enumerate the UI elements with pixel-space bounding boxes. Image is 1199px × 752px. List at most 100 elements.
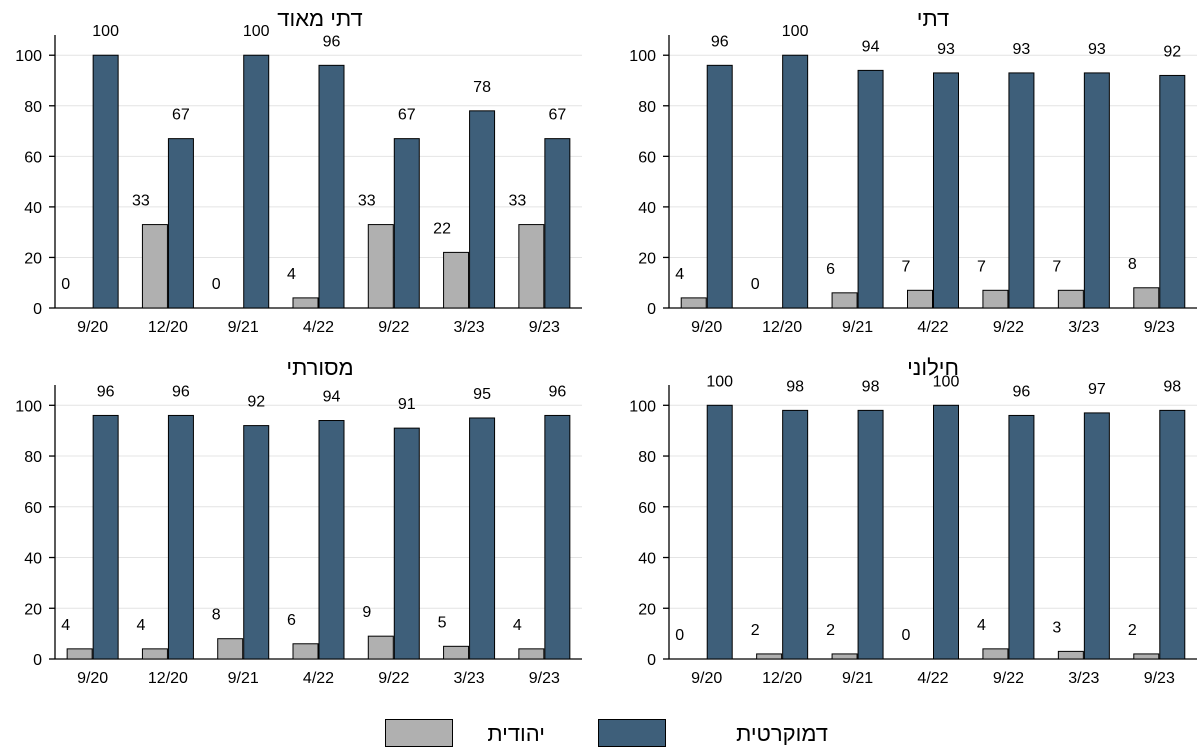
bar-jewish: [982, 648, 1009, 660]
bar-democratic: [92, 414, 119, 660]
data-label-jewish: 0: [212, 276, 221, 293]
bar-democratic: [1083, 412, 1110, 660]
data-label-jewish: 2: [826, 622, 835, 639]
legend-swatch-jewish: [385, 719, 453, 747]
bar-jewish: [367, 635, 394, 660]
data-label-jewish: 2: [1128, 622, 1137, 639]
x-tick-label: 12/20: [762, 670, 802, 687]
x-tick-label: 3/23: [1068, 319, 1099, 336]
data-label-democratic: 67: [172, 107, 190, 124]
y-tick-label: 60: [24, 500, 42, 517]
bar-jewish: [831, 653, 858, 660]
data-label-jewish: 6: [287, 612, 296, 629]
bar-democratic: [243, 425, 270, 660]
legend-label-democratic: דמוקרטית: [736, 721, 828, 746]
bar-jewish: [518, 224, 545, 309]
data-label-jewish: 33: [132, 193, 150, 210]
bar-jewish: [1133, 653, 1160, 660]
data-label-democratic: 92: [1163, 43, 1181, 60]
bar-jewish: [66, 648, 93, 660]
y-tick-label: 20: [638, 250, 656, 267]
data-label-democratic: 96: [548, 383, 566, 400]
x-tick-label: 3/23: [1068, 670, 1099, 687]
bar-democratic: [1008, 414, 1035, 660]
bar-jewish: [1057, 289, 1084, 309]
data-label-jewish: 0: [751, 276, 760, 293]
bar-jewish: [756, 653, 783, 660]
bar-democratic: [706, 64, 733, 309]
bar-democratic: [167, 138, 194, 309]
data-label-jewish: 7: [977, 258, 986, 275]
x-tick-label: 9/20: [691, 319, 722, 336]
bar-jewish: [292, 297, 319, 309]
bar-democratic: [782, 409, 809, 660]
data-label-democratic: 94: [323, 389, 341, 406]
y-tick-label: 40: [638, 551, 656, 568]
x-tick-label: 4/22: [917, 319, 948, 336]
bar-democratic: [469, 110, 496, 309]
data-label-democratic: 96: [711, 33, 729, 50]
data-label-jewish: 4: [61, 617, 70, 634]
chart-title: חילוני: [907, 355, 959, 380]
y-tick-label: 40: [24, 551, 42, 568]
y-tick-label: 100: [629, 48, 656, 65]
data-label-democratic: 98: [1163, 378, 1181, 395]
x-tick-label: 9/23: [529, 670, 560, 687]
x-tick-label: 12/20: [148, 319, 188, 336]
bar-democratic: [857, 409, 884, 660]
bar-democratic: [706, 404, 733, 660]
y-tick-label: 40: [24, 200, 42, 217]
y-tick-label: 80: [24, 99, 42, 116]
data-label-democratic: 93: [1088, 41, 1106, 58]
bar-democratic: [393, 427, 420, 660]
bar-jewish: [1057, 650, 1084, 660]
x-tick-label: 3/23: [454, 670, 485, 687]
bar-democratic: [933, 404, 959, 660]
data-label-democratic: 97: [1088, 381, 1106, 398]
legend: יהודית דמוקרטית: [0, 712, 1199, 752]
bar-jewish: [443, 645, 470, 660]
bar-jewish: [292, 643, 319, 660]
y-tick-label: 60: [638, 500, 656, 517]
data-label-democratic: 93: [1013, 41, 1031, 58]
y-tick-label: 60: [24, 149, 42, 166]
data-label-democratic: 100: [706, 373, 733, 390]
x-tick-label: 9/22: [993, 670, 1024, 687]
data-label-democratic: 98: [786, 378, 804, 395]
x-tick-label: 9/20: [691, 670, 722, 687]
legend-swatch-democratic: [598, 719, 666, 747]
y-tick-label: 20: [24, 601, 42, 618]
bar-democratic: [1159, 409, 1186, 660]
x-tick-label: 9/21: [228, 670, 259, 687]
bar-jewish: [141, 648, 168, 660]
y-tick-label: 0: [647, 301, 656, 318]
y-tick-label: 0: [647, 652, 656, 669]
data-label-jewish: 4: [287, 266, 296, 283]
x-tick-label: 9/22: [378, 319, 409, 336]
bar-democratic: [1083, 72, 1110, 309]
data-label-democratic: 100: [782, 23, 809, 40]
data-label-democratic: 92: [247, 394, 265, 411]
bar-democratic: [243, 54, 270, 309]
bar-jewish: [982, 289, 1009, 309]
bar-democratic: [92, 54, 119, 309]
bar-jewish: [141, 224, 168, 309]
data-label-democratic: 100: [92, 23, 119, 40]
legend-item-jewish: יהודית: [385, 719, 585, 749]
bar-jewish: [831, 292, 858, 309]
y-tick-label: 100: [15, 398, 42, 415]
data-label-jewish: 3: [1052, 619, 1061, 636]
x-tick-label: 9/22: [993, 319, 1024, 336]
chart-panel-3: 0204060801004969/2049612/208929/216944/2…: [15, 355, 582, 687]
data-label-jewish: 8: [1128, 256, 1137, 273]
bar-democratic: [469, 417, 496, 660]
data-label-democratic: 67: [398, 107, 416, 124]
data-label-jewish: 4: [136, 617, 145, 634]
data-label-democratic: 96: [323, 33, 341, 50]
bar-democratic: [782, 54, 809, 309]
bar-jewish: [1133, 287, 1160, 309]
legend-item-democratic: דמוקרטית: [598, 719, 828, 749]
x-tick-label: 3/23: [454, 319, 485, 336]
y-tick-label: 0: [33, 301, 42, 318]
y-tick-label: 40: [638, 200, 656, 217]
